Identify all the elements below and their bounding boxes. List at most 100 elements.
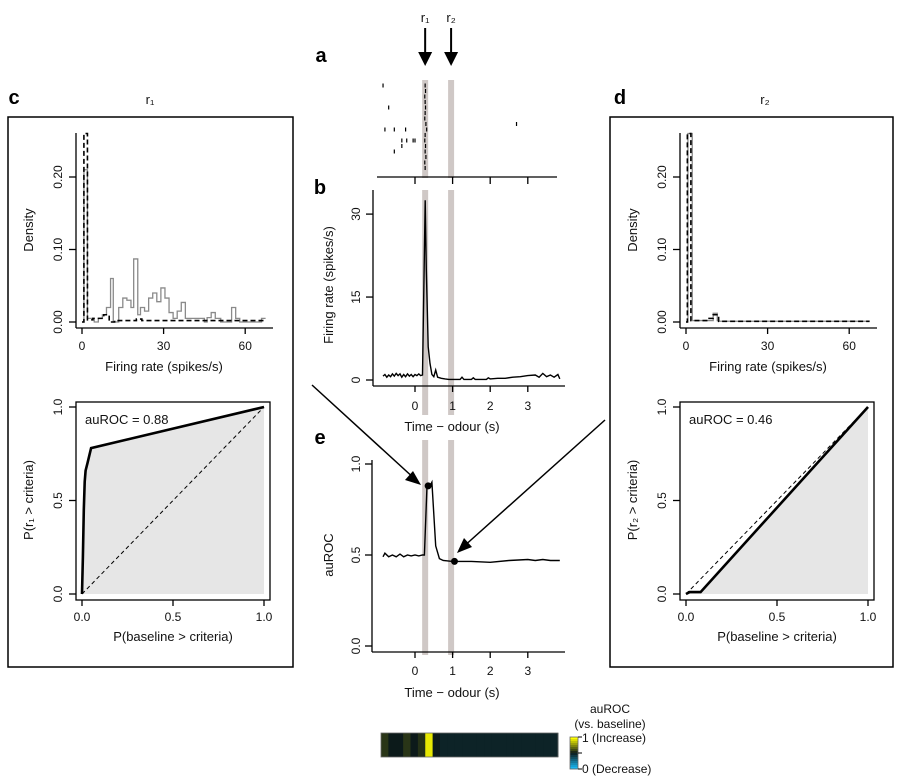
highlight-band-r2-a xyxy=(448,80,455,178)
hist-d-y-tick-label: 0.10 xyxy=(655,237,669,261)
colorbar-cell xyxy=(570,749,578,752)
hist-d-y-tick-label: 0.00 xyxy=(655,310,669,334)
firing-rate-y-tick-label: 30 xyxy=(349,207,363,221)
connector-arrow-d-head-icon xyxy=(457,538,472,553)
heatmap-border xyxy=(380,732,559,758)
firing-rate-x-tick-label: 2 xyxy=(487,399,494,413)
roc-c-y-label: P(r₁ > criteria) xyxy=(21,460,36,540)
heatmap-cell xyxy=(410,733,419,757)
hist-c-x-tick-label: 30 xyxy=(157,339,171,353)
hist-c-response-step xyxy=(82,169,266,323)
colorbar-cell xyxy=(570,737,578,740)
roc-d-y-tick-label: 0.5 xyxy=(655,492,669,509)
colorbar-cell xyxy=(570,767,578,770)
heatmap-cell xyxy=(499,733,507,757)
colorbar-high-label: 1 (Increase) xyxy=(582,731,646,745)
firing-rate-x-tick-label: 1 xyxy=(449,399,456,413)
roc-d-chance-diagonal xyxy=(685,406,869,595)
hist-c-y-tick-label: 0.20 xyxy=(51,165,65,189)
heatmap-cell xyxy=(425,733,434,757)
auroc-x-tick-label: 1 xyxy=(449,664,456,678)
colorbar-cell xyxy=(570,755,578,758)
roc-d-y-tick-label: 0.0 xyxy=(655,585,669,602)
firing-rate-y-label: Firing rate (spikes/s) xyxy=(321,226,336,344)
auroc-marker-r2 xyxy=(450,557,458,565)
auroc-y-label: auROC xyxy=(321,533,336,576)
colorbar-low-label: 0 (Decrease) xyxy=(582,762,651,776)
colorbar-cell xyxy=(570,759,578,762)
panel-letter-b: b xyxy=(314,177,326,199)
panel-d-title: r₂ xyxy=(760,92,769,107)
hist-c-y-label: Density xyxy=(21,208,36,252)
firing-rate-line xyxy=(382,200,561,381)
auroc-y-tick-label: 0.5 xyxy=(349,546,363,563)
heatmap-cell xyxy=(403,733,411,757)
panel-letter-a: a xyxy=(315,45,327,67)
highlight-band-r1-b xyxy=(422,190,429,415)
heatmap-cell xyxy=(432,733,441,757)
roc-c-auroc-label: auROC = 0.88 xyxy=(85,412,168,427)
arrow-label-r2: r₂ xyxy=(446,10,455,25)
roc-d-curve xyxy=(685,406,869,596)
colorbar-cell xyxy=(570,761,578,764)
roc-d-auroc-label: auROC = 0.46 xyxy=(689,412,772,427)
roc-c-x-tick-label: 0.5 xyxy=(165,610,182,624)
roc-c-y-tick-label: 1.0 xyxy=(51,398,65,415)
roc-c-chance-diagonal xyxy=(81,406,265,595)
heatmap-cell xyxy=(462,733,470,757)
hist-d-y-tick-label: 0.20 xyxy=(655,165,669,189)
arrow-label-r1: r₁ xyxy=(421,10,430,25)
colorbar-subtitle: (vs. baseline) xyxy=(574,717,645,731)
heatmap-cell xyxy=(528,733,537,757)
colorbar-cell xyxy=(570,747,578,750)
heatmap-cell xyxy=(469,733,478,757)
heatmap-cell xyxy=(417,733,426,757)
panel-letter-c: c xyxy=(8,87,19,109)
connector-arrow-c-to-e xyxy=(311,384,417,481)
firing-rate-x-label: Time − odour (s) xyxy=(404,419,499,434)
colorbar-cell xyxy=(570,741,578,744)
hist-c-x-tick-label: 60 xyxy=(239,339,253,353)
highlight-band-r2-e xyxy=(448,440,455,655)
colorbar-cell xyxy=(570,765,578,768)
auroc-line xyxy=(382,479,560,564)
auroc-x-tick-label: 2 xyxy=(487,664,494,678)
auroc-marker-r1 xyxy=(424,482,432,490)
roc-c-x-tick-label: 1.0 xyxy=(256,610,273,624)
auroc-x-label: Time − odour (s) xyxy=(404,685,499,700)
connector-arrow-c-head-icon xyxy=(405,471,421,485)
hist-c-y-tick-label: 0.00 xyxy=(51,310,65,334)
heatmap-cell xyxy=(447,733,456,757)
roc-c-x-tick-label: 0.0 xyxy=(74,610,91,624)
hist-d-baseline-step xyxy=(686,132,870,323)
firing-rate-x-tick-label: 0 xyxy=(412,399,419,413)
hist-c-baseline-step xyxy=(82,132,266,323)
auroc-y-tick-label: 1.0 xyxy=(349,455,363,472)
firing-rate-y-tick-label: 15 xyxy=(349,290,363,304)
roc-d-area-fill xyxy=(686,407,868,594)
roc-c-curve xyxy=(80,405,265,595)
auroc-y-tick-label: 0.0 xyxy=(349,637,363,654)
heatmap-cell xyxy=(454,733,463,757)
heatmap-cell xyxy=(484,733,493,757)
roc-d-y-label: P(r₂ > criteria) xyxy=(625,460,640,541)
heatmap-cell xyxy=(550,733,559,757)
firing-rate-y-tick-label: 0 xyxy=(349,376,363,383)
hist-c-y-tick-label: 0.10 xyxy=(51,237,65,261)
roc-d-x-tick-label: 0.5 xyxy=(769,610,786,624)
auroc-x-tick-label: 0 xyxy=(412,664,419,678)
heatmap-cell xyxy=(395,733,404,757)
colorbar-cell xyxy=(570,745,578,748)
arrow-r2-head-icon xyxy=(444,52,459,66)
heatmap-cell xyxy=(513,733,522,757)
hist-d-x-tick-label: 60 xyxy=(843,339,857,353)
hist-d-response-step xyxy=(686,132,870,323)
highlight-band-r1-a xyxy=(422,80,429,178)
panel-letter-e: e xyxy=(314,427,325,449)
roc-c-area-fill xyxy=(82,407,264,594)
colorbar-title: auROC xyxy=(590,702,630,716)
highlight-band-r2-b xyxy=(448,190,455,415)
heatmap-cell xyxy=(440,733,448,757)
arrow-r1-head-icon xyxy=(418,52,433,66)
